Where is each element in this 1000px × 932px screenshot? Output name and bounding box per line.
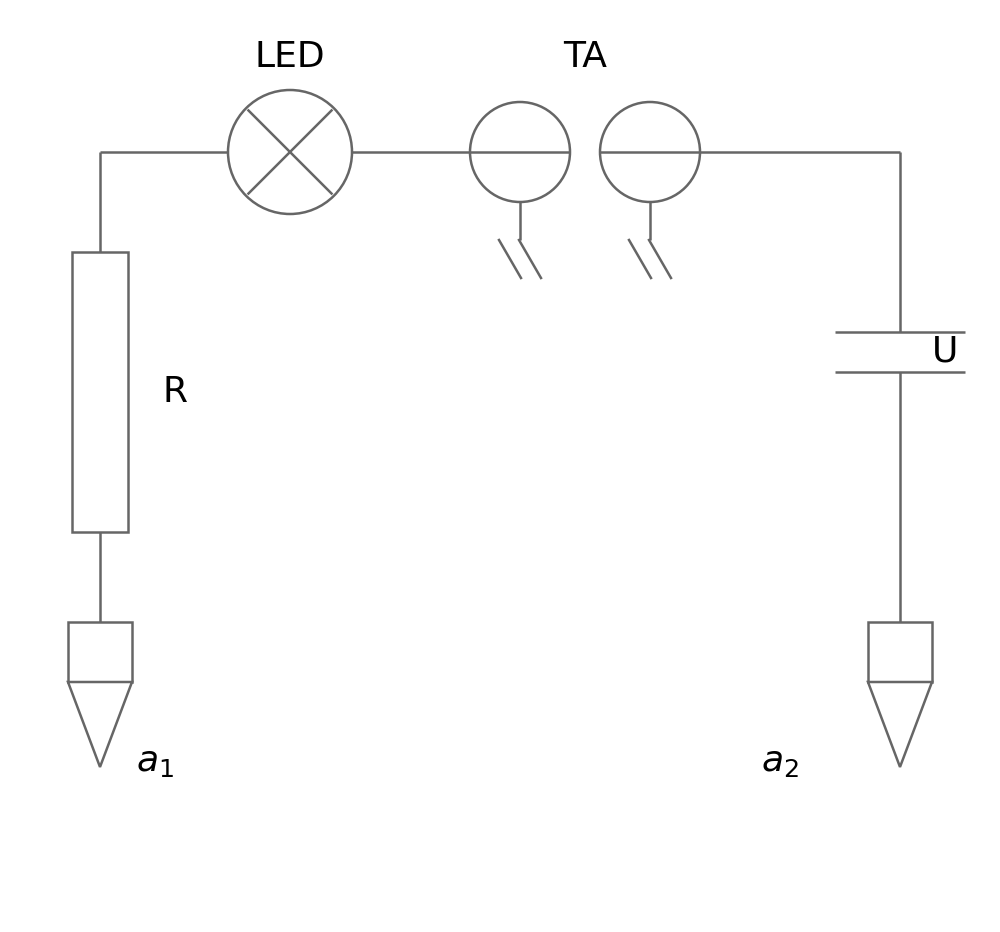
Polygon shape <box>68 682 132 767</box>
Text: $a_2$: $a_2$ <box>761 745 799 779</box>
Bar <box>868 622 932 682</box>
Text: $a_1$: $a_1$ <box>136 745 174 779</box>
Bar <box>72 252 128 532</box>
Text: LED: LED <box>255 40 325 74</box>
Polygon shape <box>868 682 932 767</box>
Text: TA: TA <box>563 40 607 74</box>
Bar <box>68 622 132 682</box>
Text: R: R <box>162 375 188 409</box>
Text: U: U <box>932 335 958 369</box>
